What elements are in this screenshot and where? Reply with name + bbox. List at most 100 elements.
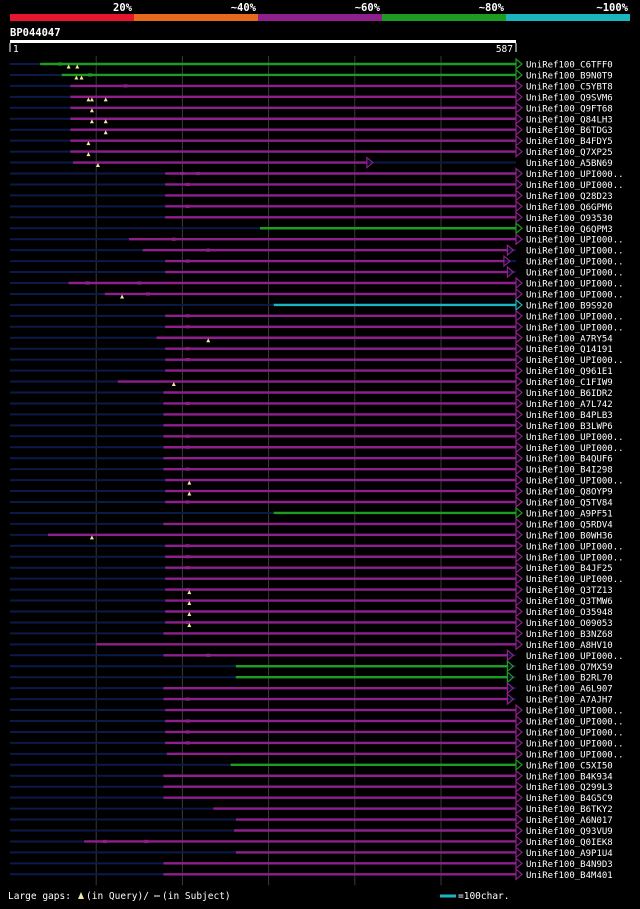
hit-row: UniRef100_Q961E1 (10, 364, 613, 377)
hit-end-arrow (515, 506, 523, 520)
hit-accession-label: UniRef100_UPI000.. (526, 258, 624, 268)
hit-row: UniRef100_Q9SVM6 (10, 90, 613, 104)
hit-end-arrow (515, 517, 523, 531)
hit-row: UniRef100_UPI000.. (10, 232, 624, 246)
query-gap-marker (103, 130, 108, 135)
hit-end-arrow (515, 386, 523, 399)
hit-end-arrow (515, 495, 523, 509)
hit-segment-joint (206, 248, 211, 252)
hit-segment-joint (180, 171, 185, 176)
hit-accession-label: UniRef100_B3LWP6 (526, 422, 613, 432)
hit-row: UniRef100_A8HV10 (10, 638, 613, 651)
hit-segment-joint (185, 358, 190, 362)
query-gap-marker (74, 75, 79, 80)
hit-accession-label: UniRef100_UPI000.. (526, 728, 624, 738)
hit-end-arrow (515, 331, 523, 345)
hit-accession-label: UniRef100_UPI000.. (526, 312, 624, 322)
hit-end-arrow (515, 791, 523, 804)
hit-accession-label: UniRef100_Q93VU9 (526, 827, 613, 837)
hit-end-arrow (515, 320, 523, 334)
hit-end-arrow (515, 112, 523, 126)
hit-end-arrow (515, 462, 523, 476)
hit-segment-joint (88, 73, 93, 77)
hit-row: UniRef100_B4G5C9 (10, 791, 613, 804)
hit-end-arrow (515, 211, 523, 224)
hit-end-arrow (515, 627, 523, 640)
hit-accession-label: UniRef100_UPI000.. (526, 170, 624, 180)
hit-row: UniRef100_UPI000.. (10, 287, 624, 300)
hit-end-arrow (515, 714, 523, 728)
hit-end-arrow (515, 221, 523, 235)
hit-end-arrow (515, 583, 523, 596)
hit-end-arrow (515, 145, 523, 158)
hit-accession-label: UniRef100_UPI000.. (526, 444, 624, 454)
hit-accession-label: UniRef100_B4PLB3 (526, 411, 613, 421)
legend-swatch (382, 14, 506, 21)
hit-end-arrow (503, 254, 511, 268)
hit-row: UniRef100_C6TFF0 (10, 57, 613, 71)
hit-row: UniRef100_A6L907 (10, 681, 613, 695)
query-bar (10, 40, 516, 43)
hit-row: UniRef100_B2RL70 (10, 670, 613, 684)
hit-segment-joint (185, 347, 190, 351)
query-gap-marker (103, 97, 108, 102)
footer-query-gap-label: (in Query)/ (86, 891, 149, 902)
hit-row: UniRef100_UPI000.. (10, 550, 624, 564)
hit-row: UniRef100_UPI000.. (10, 736, 624, 749)
hit-row: UniRef100_A9P1U4 (10, 846, 613, 859)
hit-end-arrow (506, 692, 515, 706)
hit-accession-label: UniRef100_Q7MX59 (526, 663, 613, 673)
hit-accession-label: UniRef100_A7RY54 (526, 334, 613, 344)
legend-swatch (258, 14, 382, 21)
hit-row: UniRef100_B6TDG3 (10, 123, 613, 136)
hit-segment-joint (171, 237, 176, 241)
hit-segment-joint (185, 259, 190, 263)
hit-segment-joint (137, 281, 142, 285)
hit-end-arrow (506, 265, 515, 279)
query-gap-marker (89, 97, 94, 102)
hit-end-arrow (506, 659, 515, 673)
hit-accession-label: UniRef100_UPI000.. (526, 269, 624, 279)
hit-end-arrow (515, 90, 523, 104)
hit-accession-label: UniRef100_B4I298 (526, 466, 613, 476)
hit-segment-joint (185, 588, 190, 592)
hit-accession-label: UniRef100_B4G5C9 (526, 794, 613, 804)
hit-end-arrow (515, 550, 523, 564)
hit-segment-joint (145, 292, 150, 296)
hit-segment-joint (185, 598, 190, 603)
hit-accession-label: UniRef100_B6IDR2 (526, 389, 613, 399)
hit-row: UniRef100_B4N9D3 (10, 857, 613, 870)
hit-accession-label: UniRef100_UPI000.. (526, 236, 624, 246)
hit-row: UniRef100_B6IDR2 (10, 386, 613, 399)
hit-accession-label: UniRef100_B4FDY5 (526, 137, 613, 147)
hit-row: UniRef100_O93530 (10, 211, 613, 224)
hit-segment-joint (185, 445, 190, 449)
hit-end-arrow (515, 200, 523, 213)
hit-segment-joint (185, 544, 190, 548)
hit-accession-label: UniRef100_Q8OYP9 (526, 488, 613, 498)
hit-row: UniRef100_UPI000.. (10, 747, 624, 760)
hit-row: UniRef100_Q7MX59 (10, 659, 613, 673)
hit-row: UniRef100_UPI000.. (10, 649, 624, 662)
query-end-label: 587 (496, 44, 513, 55)
query-gap-marker (187, 590, 192, 595)
hit-accession-label: UniRef100_Q84LH3 (526, 115, 613, 125)
hit-accession-label: UniRef100_UPI000.. (526, 553, 624, 563)
hit-segment-joint (185, 741, 190, 745)
hit-row: UniRef100_Q14191 (10, 342, 613, 355)
hit-end-arrow (515, 484, 523, 498)
footer-legend: Large gaps: (in Query)/ (in Subject) =100ch… (8, 891, 509, 902)
hit-accession-label: UniRef100_Q9SVM6 (526, 93, 613, 103)
hit-row: UniRef100_Q0IEK8 (10, 835, 613, 848)
hit-row: UniRef100_A7RY54 (10, 331, 613, 345)
hit-row: UniRef100_UPI000.. (10, 167, 624, 180)
hit-end-arrow (515, 725, 523, 739)
hit-accession-label: UniRef100_UPI000.. (526, 477, 624, 487)
hit-accession-label: UniRef100_A9PF51 (526, 509, 613, 519)
hit-accession-label: UniRef100_B4N9D3 (526, 860, 613, 870)
hit-accession-label: UniRef100_B4JF25 (526, 564, 613, 574)
query-ruler: 1 587 (9, 40, 517, 55)
hit-accession-label: UniRef100_Q7XP25 (526, 148, 613, 158)
legend-label: 20% (113, 2, 133, 14)
hit-row: UniRef100_Q7XP25 (10, 145, 613, 158)
